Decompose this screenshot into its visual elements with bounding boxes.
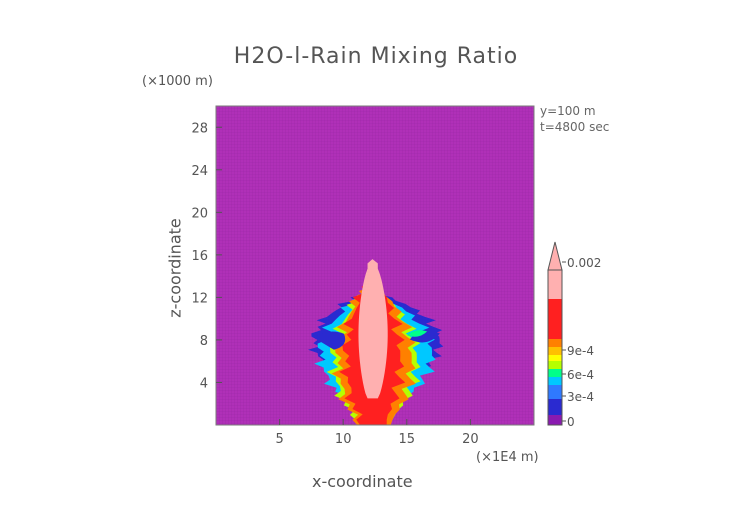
colorbar-band xyxy=(548,355,562,361)
x-tick-label: 5 xyxy=(275,432,283,447)
colorbar-band xyxy=(548,347,562,355)
y-axis-unit: (×1000 m) xyxy=(142,74,213,89)
colorbar-band xyxy=(548,415,562,425)
colorbar-label: 9e-4 xyxy=(567,344,594,358)
y-tick-label: 8 xyxy=(200,334,208,349)
rain-wisp-left xyxy=(313,331,346,350)
colorbar-band xyxy=(548,299,562,339)
plot-frame xyxy=(215,105,535,426)
colorbar-band xyxy=(548,377,562,385)
x-tick-label: 20 xyxy=(462,432,479,447)
y-tick-label: 4 xyxy=(200,376,208,391)
y-tick-label: 28 xyxy=(191,121,208,136)
chart-title: H2O-l-Rain Mixing Ratio xyxy=(233,44,519,69)
x-axis-unit: (×1E4 m) xyxy=(476,450,539,465)
rain-wisp-right-green xyxy=(407,330,428,337)
y-tick-label: 16 xyxy=(191,249,208,264)
y-tick-label: 24 xyxy=(191,164,208,179)
y-tick-label: 12 xyxy=(191,291,208,306)
colorbar-label: 0 xyxy=(567,415,575,429)
colorbar-label: 6e-4 xyxy=(567,368,594,382)
y-tick-label: 20 xyxy=(191,206,208,221)
colorbar-label: 3e-4 xyxy=(567,390,594,404)
rain-core-0.002 xyxy=(358,259,388,399)
x-tick-label: 10 xyxy=(335,432,352,447)
colorbar-frame xyxy=(547,269,563,426)
colorbar-band xyxy=(548,339,562,347)
x-axis-label: x-coordinate xyxy=(312,472,413,491)
colorbar-band xyxy=(548,270,562,299)
time-annotation: t=4800 sec xyxy=(540,120,610,134)
colorbar-band xyxy=(548,399,562,415)
x-tick-label: 15 xyxy=(399,432,416,447)
colorbar-band xyxy=(548,369,562,377)
colorbar-cap xyxy=(547,241,563,271)
colorbar: 0.002 9e-4 6e-4 3e-4 0 xyxy=(547,241,601,429)
colorbar-band xyxy=(548,385,562,399)
colorbar-band xyxy=(548,361,562,369)
plot-axes: 5 10 15 20 4 8 12 16 20 24 28 xyxy=(191,105,535,447)
y-slice-annotation: y=100 m xyxy=(540,104,596,118)
colorbar-label: 0.002 xyxy=(567,256,601,270)
heatmap-field xyxy=(216,106,534,425)
